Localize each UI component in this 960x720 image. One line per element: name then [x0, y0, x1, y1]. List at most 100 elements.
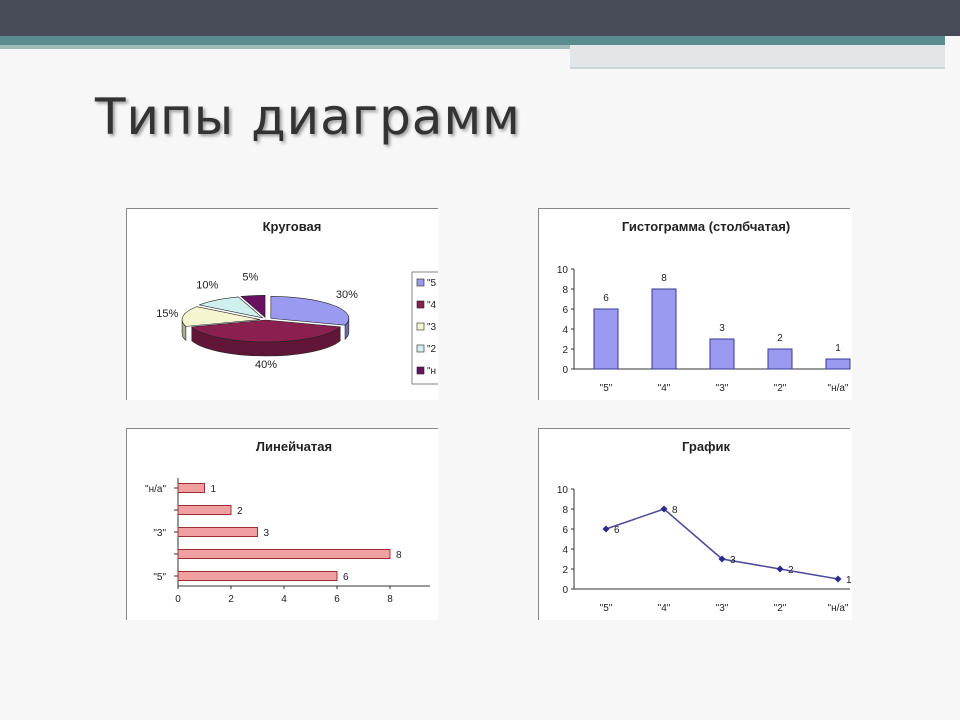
- legend-swatch: [416, 322, 425, 331]
- header-bar: [0, 0, 960, 36]
- x-tick-label: "5": [600, 383, 613, 394]
- x-tick-label: "3": [716, 383, 729, 394]
- chart-title: Гистограмма (столбчатая): [622, 219, 790, 234]
- horizontal-bar-chart-panel: Линейчатая 0 2 4 6 8 6 "5" 8 3 "3" 2 1 "н/а": [126, 428, 438, 620]
- x-tick-label: "2": [774, 603, 787, 614]
- data-point: [776, 565, 784, 573]
- data-label: 1: [846, 575, 852, 586]
- column-bar: [825, 358, 851, 370]
- pie-slice-label: 5%: [242, 272, 258, 284]
- y-tick-label: 0: [562, 365, 568, 376]
- data-label: 8: [396, 550, 402, 561]
- data-point: [718, 555, 726, 563]
- series-line: [605, 508, 839, 580]
- pie-chart: Круговая 30% 40% 15% 10% 5% "5 "4 "3 "2 "н: [126, 208, 443, 400]
- y-tick-label: 2: [562, 345, 568, 356]
- data-point: [660, 505, 668, 513]
- y-tick-label: 8: [562, 285, 568, 296]
- horizontal-bar: [177, 483, 205, 493]
- column-bar: [767, 348, 793, 370]
- data-label: 6: [603, 293, 609, 304]
- x-tick-label: "2": [774, 383, 787, 394]
- x-tick-label: 0: [175, 594, 181, 605]
- data-label: 2: [788, 565, 794, 576]
- x-tick-label: "3": [716, 603, 729, 614]
- pie-slice-label: 30%: [336, 289, 358, 301]
- x-tick-label: 6: [334, 594, 340, 605]
- pie-slice: [181, 306, 261, 327]
- legend-label: "5: [427, 278, 437, 289]
- y-tick-label: 4: [562, 325, 568, 336]
- pie-chart-panel: Круговая 30% 40% 15% 10% 5% "5 "4 "3 "2 "н: [126, 208, 443, 400]
- x-tick-label: "5": [600, 603, 613, 614]
- legend-label: "4: [427, 300, 437, 311]
- legend-swatch: [416, 366, 425, 375]
- data-label: 3: [719, 323, 725, 334]
- slide-title: Типы диаграмм: [95, 88, 521, 146]
- legend-swatch: [416, 278, 425, 287]
- y-tick-label: 6: [562, 305, 568, 316]
- line-chart: График 0 2 4 6 8 10 6 "5" 8 "4" 3 "3" 2 "2" 1 "н/а": [538, 428, 852, 620]
- data-label: 6: [343, 572, 349, 583]
- pie-slice-label: 40%: [255, 359, 277, 371]
- horizontal-bar: [177, 505, 232, 515]
- pie-slice: [191, 319, 341, 343]
- column-chart: Гистограмма (столбчатая) 0 2 4 6 8 10 6 "5" 8 "4" 3…: [538, 208, 851, 400]
- y-tick-label: 4: [562, 545, 568, 556]
- legend-label: "3: [427, 322, 437, 333]
- x-tick-label: "н/а": [828, 383, 849, 394]
- horizontal-bar: [177, 527, 258, 537]
- pie-slice: [198, 296, 264, 319]
- chart-title: График: [682, 439, 730, 454]
- data-label: 8: [672, 505, 678, 516]
- y-tick-label: 10: [557, 265, 569, 276]
- x-tick-label: "4": [658, 603, 671, 614]
- line-chart-panel: График 0 2 4 6 8 10 6 "5" 8 "4" 3 "3" 2 "2" 1 "н/а": [538, 428, 852, 620]
- horizontal-bar: [177, 549, 391, 559]
- accent-band: [0, 36, 945, 45]
- pie-slice-label: 15%: [156, 308, 178, 320]
- y-tick-label: 0: [562, 585, 568, 596]
- horizontal-bar: [177, 571, 338, 581]
- data-label: 3: [264, 528, 270, 539]
- x-tick-label: 2: [228, 594, 234, 605]
- horizontal-bar-chart: Линейчатая 0 2 4 6 8 6 "5" 8 3 "3" 2 1 "н/а": [126, 428, 438, 620]
- legend-swatch: [416, 344, 425, 353]
- y-tick-label: 2: [562, 565, 568, 576]
- y-tick-label: 6: [562, 525, 568, 536]
- legend-label: "2: [427, 344, 437, 355]
- y-tick-label: "5": [153, 572, 166, 583]
- data-label: 2: [777, 333, 783, 344]
- legend-swatch: [416, 300, 425, 309]
- y-tick-label: "3": [153, 528, 166, 539]
- data-label: 8: [661, 273, 667, 284]
- column-chart-panel: Гистограмма (столбчатая) 0 2 4 6 8 10 6 "5" 8 "4" 3…: [538, 208, 852, 400]
- chart-title: Линейчатая: [256, 439, 332, 454]
- data-label: 1: [835, 343, 841, 354]
- column-bar: [709, 338, 735, 370]
- accent-band-thin: [0, 45, 570, 49]
- accent-band-line: [570, 67, 945, 69]
- pie-slice-label: 10%: [196, 279, 218, 291]
- y-tick-label: "н/а": [145, 484, 166, 495]
- y-tick-label: 8: [562, 505, 568, 516]
- column-bar: [651, 288, 677, 370]
- pie-slice: [240, 295, 266, 318]
- pie-slice: [270, 296, 350, 326]
- data-label: 6: [614, 525, 620, 536]
- x-tick-label: 8: [387, 594, 393, 605]
- x-tick-label: 4: [281, 594, 287, 605]
- chart-title: Круговая: [263, 219, 322, 234]
- data-label: 1: [211, 484, 217, 495]
- x-tick-label: "н/а": [828, 603, 849, 614]
- data-label: 2: [237, 506, 243, 517]
- y-tick-label: 10: [557, 485, 569, 496]
- column-bar: [593, 308, 619, 370]
- x-tick-label: "4": [658, 383, 671, 394]
- accent-band-light: [570, 45, 945, 67]
- legend-label: "н: [427, 366, 436, 377]
- data-point: [834, 575, 842, 583]
- data-label: 3: [730, 555, 736, 566]
- data-point: [602, 525, 610, 533]
